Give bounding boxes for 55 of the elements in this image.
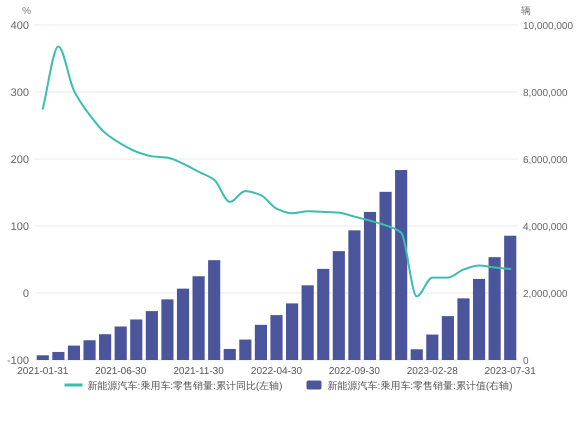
- bar: [52, 352, 64, 360]
- bar: [457, 298, 470, 360]
- x-tick-label: 2023-07-31: [484, 366, 536, 377]
- bar: [146, 311, 158, 360]
- bar: [68, 346, 80, 360]
- bar: [130, 319, 142, 360]
- y2-axis-title: 辆: [521, 5, 531, 17]
- bar: [239, 340, 252, 360]
- bar: [364, 212, 376, 360]
- y-tick-label: 200: [10, 154, 29, 166]
- y2-tick-label: 4,000,000: [523, 222, 568, 233]
- y2-tick-label: 8,000,000: [523, 88, 568, 99]
- bar: [379, 192, 392, 360]
- bar: [348, 230, 360, 360]
- bar: [254, 324, 267, 360]
- x-tick-label: 2023-02-28: [406, 366, 458, 377]
- bar: [410, 349, 423, 360]
- bar: [176, 288, 190, 360]
- y-tick-label: 100: [10, 221, 29, 233]
- bar: [224, 348, 236, 360]
- bar: [472, 278, 486, 360]
- y-tick-label: 400: [10, 20, 29, 32]
- y2-tick-label: 6,000,000: [523, 155, 568, 166]
- bar: [36, 355, 49, 360]
- bar: [442, 316, 454, 360]
- y-axis-title: %: [22, 6, 32, 17]
- bar: [395, 170, 408, 360]
- bar: [208, 260, 220, 360]
- y-tick-label: -100: [6, 355, 29, 367]
- bar: [270, 315, 283, 360]
- bar: [317, 268, 330, 360]
- bar: [192, 276, 205, 360]
- bar: [488, 257, 501, 360]
- y2-tick-label: 0: [523, 356, 529, 367]
- x-tick-label: 2022-04-30: [250, 366, 303, 377]
- bar: [332, 251, 345, 360]
- x-tick-label: 2021-01-31: [17, 366, 69, 377]
- x-tick-label: 2021-11-30: [173, 366, 224, 377]
- bar: [114, 326, 127, 360]
- y-tick-label: 300: [10, 87, 29, 99]
- y2-tick-label: 2,000,000: [523, 289, 568, 300]
- y2-tick-label: 10,000,000: [523, 21, 574, 32]
- bar: [161, 299, 174, 360]
- x-tick-label: 2022-09-30: [328, 366, 380, 377]
- bar: [504, 236, 516, 360]
- bar: [286, 303, 298, 360]
- bar: [426, 334, 438, 360]
- bar: [99, 334, 112, 360]
- line-series: [42, 45, 512, 298]
- legend-label: 新能源汽车:乘用车:零售销量:累计值(右轴): [328, 380, 512, 392]
- bar: [302, 285, 314, 360]
- bar: [83, 340, 96, 360]
- y-tick-label: 0: [22, 288, 29, 300]
- x-tick-label: 2021-06-30: [95, 366, 147, 377]
- legend-label: 新能源汽车:乘用车:零售销量:累计同比(左轴): [88, 380, 282, 392]
